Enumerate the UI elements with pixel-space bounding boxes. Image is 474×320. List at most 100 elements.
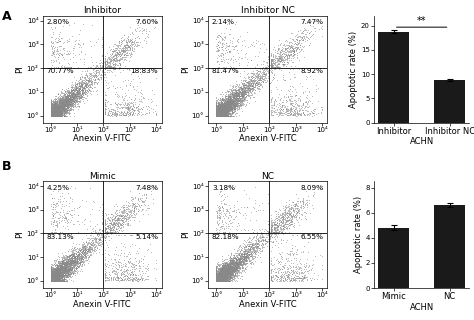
Point bbox=[217, 273, 224, 278]
Point bbox=[231, 268, 238, 273]
Point bbox=[237, 259, 245, 264]
Point bbox=[302, 262, 310, 267]
Point bbox=[74, 265, 82, 270]
Point bbox=[292, 210, 300, 215]
Point bbox=[88, 73, 95, 78]
Point bbox=[222, 261, 229, 266]
Point bbox=[213, 278, 221, 284]
Point bbox=[126, 215, 134, 220]
Point bbox=[131, 204, 138, 209]
Point bbox=[74, 257, 82, 262]
Point bbox=[212, 278, 220, 284]
Point bbox=[221, 105, 228, 110]
Point bbox=[229, 90, 237, 95]
Point bbox=[245, 254, 252, 260]
Point bbox=[76, 57, 84, 62]
Point bbox=[261, 74, 269, 79]
Point bbox=[50, 99, 57, 104]
Point bbox=[47, 113, 55, 118]
Point bbox=[221, 263, 228, 268]
Point bbox=[119, 244, 127, 249]
Point bbox=[101, 64, 109, 69]
Point bbox=[50, 196, 58, 201]
Point bbox=[245, 79, 252, 84]
Point bbox=[53, 110, 60, 115]
Point bbox=[224, 108, 232, 113]
Point bbox=[75, 247, 82, 252]
Point bbox=[52, 269, 59, 275]
Point bbox=[223, 272, 230, 277]
Point bbox=[225, 96, 233, 101]
Point bbox=[91, 244, 99, 250]
Point bbox=[233, 254, 240, 259]
Point bbox=[64, 101, 72, 106]
Point bbox=[273, 224, 281, 229]
Point bbox=[69, 86, 77, 92]
Point bbox=[219, 104, 227, 109]
Point bbox=[86, 64, 94, 69]
Point bbox=[215, 106, 222, 111]
Point bbox=[267, 109, 274, 114]
Point bbox=[233, 265, 241, 270]
Point bbox=[217, 278, 225, 284]
Point bbox=[70, 92, 77, 97]
Point bbox=[227, 266, 235, 271]
Point bbox=[227, 48, 234, 53]
Point bbox=[59, 107, 66, 112]
Point bbox=[120, 271, 128, 276]
Point bbox=[236, 89, 244, 94]
Point bbox=[54, 98, 62, 103]
Point bbox=[218, 100, 226, 105]
Point bbox=[48, 112, 56, 117]
Point bbox=[60, 113, 68, 118]
Point bbox=[49, 40, 57, 45]
Point bbox=[225, 107, 233, 112]
Point bbox=[251, 244, 258, 249]
Point bbox=[99, 42, 106, 47]
Point bbox=[275, 54, 283, 59]
Point bbox=[60, 266, 67, 271]
Point bbox=[233, 98, 241, 103]
Point bbox=[80, 254, 88, 259]
Point bbox=[123, 269, 131, 274]
Point bbox=[48, 275, 55, 280]
Point bbox=[53, 44, 61, 49]
Point bbox=[227, 259, 235, 264]
Point bbox=[267, 227, 274, 232]
Point bbox=[239, 259, 246, 264]
Point bbox=[80, 241, 87, 246]
Point bbox=[219, 106, 227, 111]
Text: 7.48%: 7.48% bbox=[135, 185, 158, 190]
Point bbox=[58, 100, 65, 105]
Point bbox=[48, 278, 56, 283]
Point bbox=[230, 252, 237, 258]
Point bbox=[212, 266, 220, 271]
Point bbox=[231, 267, 238, 272]
Point bbox=[282, 37, 290, 42]
Point bbox=[55, 269, 62, 274]
Point bbox=[226, 93, 233, 98]
Point bbox=[76, 261, 83, 266]
Point bbox=[300, 55, 308, 60]
Point bbox=[49, 113, 56, 118]
Point bbox=[223, 278, 231, 283]
Point bbox=[284, 203, 292, 208]
Point bbox=[59, 257, 67, 262]
Point bbox=[141, 197, 149, 202]
Point bbox=[49, 275, 57, 280]
Point bbox=[295, 111, 302, 116]
Point bbox=[278, 87, 285, 92]
Point bbox=[221, 105, 229, 110]
Point bbox=[291, 207, 299, 212]
Point bbox=[52, 96, 59, 101]
Point bbox=[217, 102, 225, 107]
Point bbox=[48, 277, 55, 282]
Point bbox=[249, 88, 256, 93]
Point bbox=[227, 272, 235, 277]
Point bbox=[47, 270, 55, 275]
Point bbox=[54, 108, 61, 113]
Point bbox=[119, 111, 127, 116]
Point bbox=[226, 265, 233, 270]
Point bbox=[251, 242, 259, 247]
Point bbox=[60, 99, 67, 104]
